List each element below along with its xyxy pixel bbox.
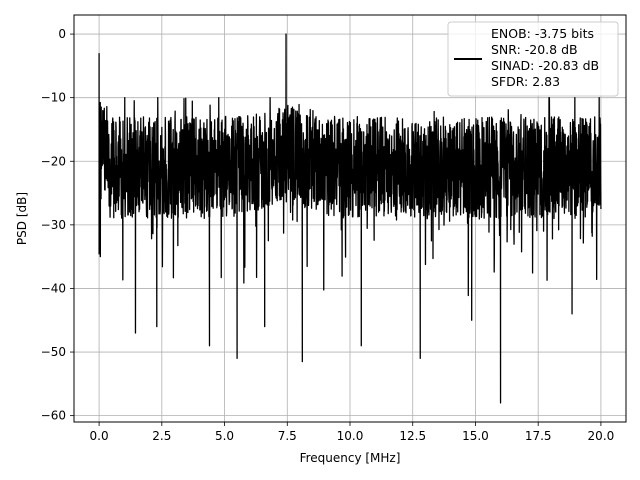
y-tick-label: −50: [41, 345, 66, 359]
y-tick-label: −10: [41, 91, 66, 105]
x-tick-label: 0.0: [90, 429, 109, 443]
y-ticks: 0 −10 −20 −30 −40 −50 −60: [41, 27, 74, 423]
x-tick-label: 20.0: [588, 429, 615, 443]
x-tick-label: 15.0: [462, 429, 489, 443]
y-tick-label: 0: [58, 27, 66, 41]
x-tick-label: 10.0: [337, 429, 364, 443]
legend-line-sfdr: SFDR: 2.83: [491, 74, 560, 89]
x-tick-label: 2.5: [152, 429, 171, 443]
legend-line-sinad: SINAD: -20.83 dB: [491, 58, 599, 73]
x-tick-label: 5.0: [215, 429, 234, 443]
y-tick-label: −30: [41, 218, 66, 232]
x-tick-label: 12.5: [399, 429, 426, 443]
y-tick-label: −20: [41, 154, 66, 168]
legend-box: [447, 21, 619, 97]
x-tick-label: 17.5: [525, 429, 552, 443]
legend: ENOB: -3.75 bits SNR: -20.8 dB SINAD: -2…: [447, 21, 619, 97]
trace-group: [98, 33, 602, 404]
y-axis-label: PSD [dB]: [15, 192, 29, 245]
legend-line-snr: SNR: -20.8 dB: [491, 42, 578, 57]
x-tick-label: 7.5: [278, 429, 297, 443]
y-tick-label: −40: [41, 281, 66, 295]
x-ticks: 0.0 2.5 5.0 7.5 10.0 12.5 15.0 17.5 20.0: [90, 422, 615, 443]
legend-line-enob: ENOB: -3.75 bits: [491, 26, 594, 41]
x-axis-label: Frequency [MHz]: [300, 451, 401, 465]
psd-series-line: [98, 33, 602, 404]
y-tick-label: −60: [41, 409, 66, 423]
